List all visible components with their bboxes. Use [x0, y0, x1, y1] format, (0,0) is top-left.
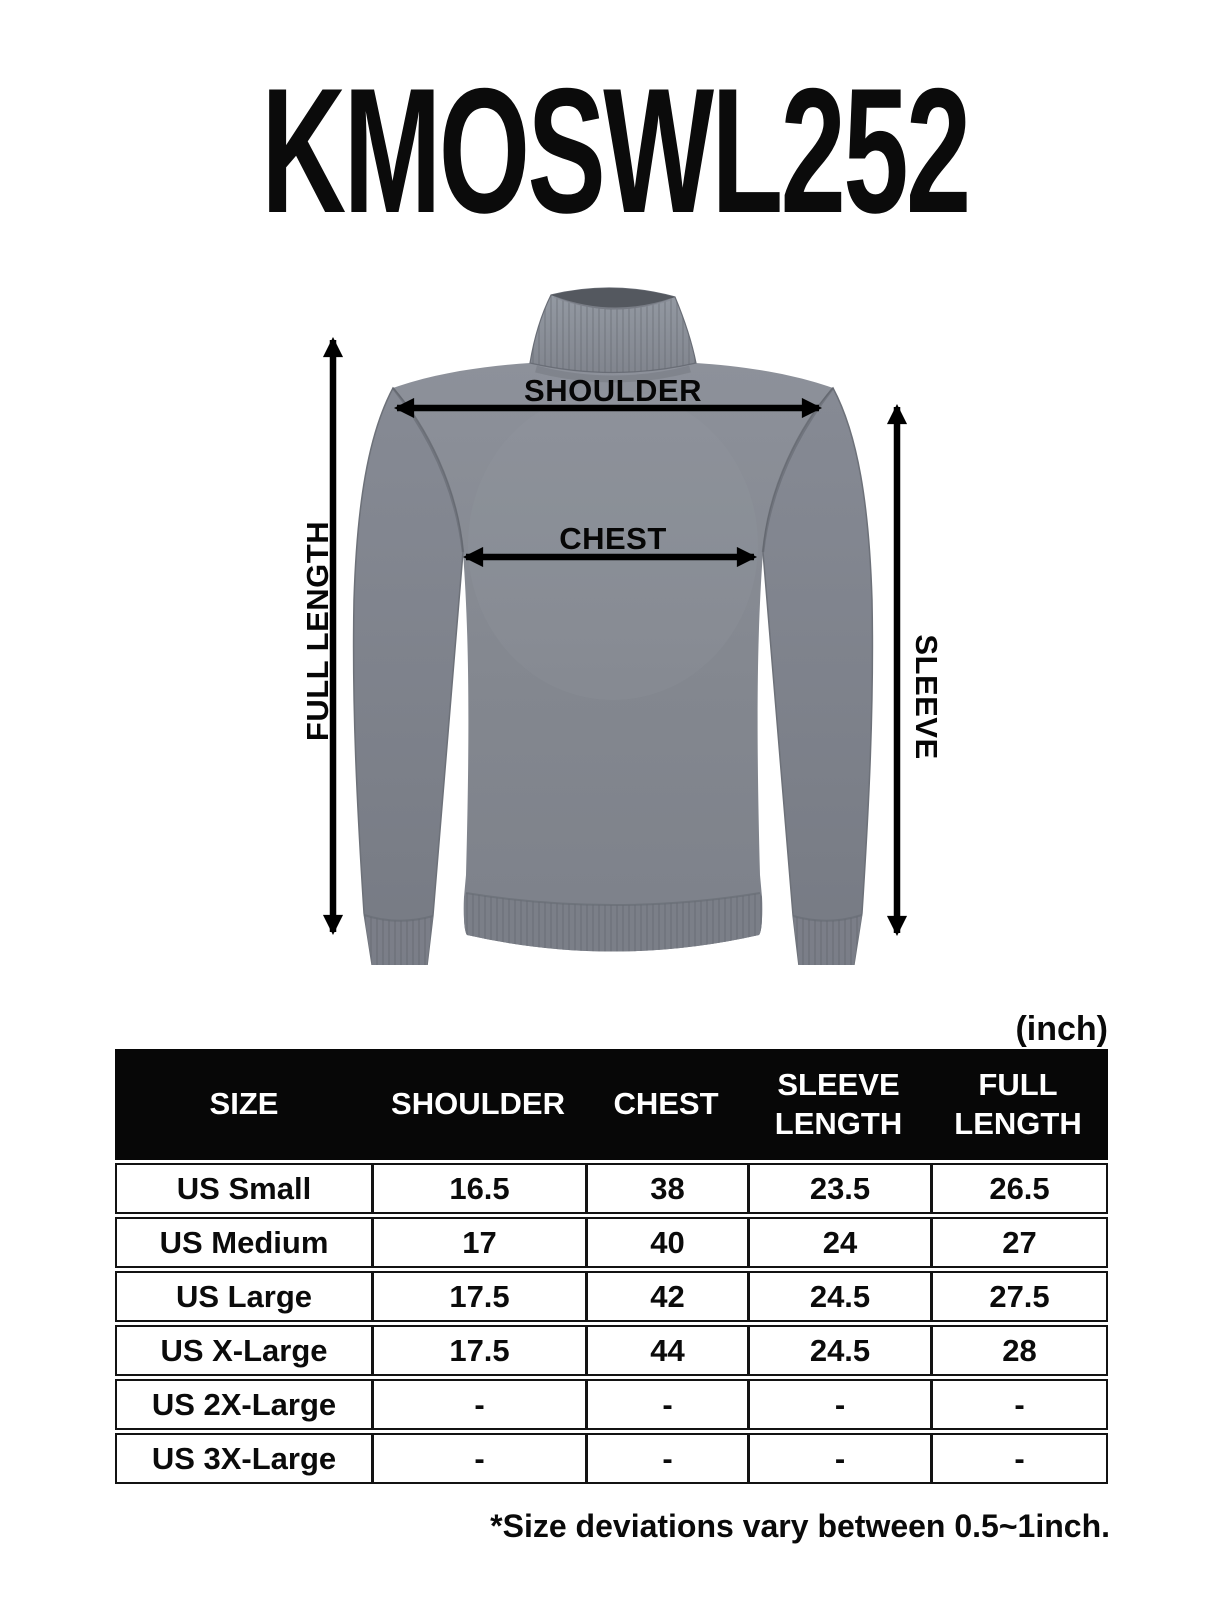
table-row-us-medium: US Medium 17 40 24 27: [115, 1217, 1108, 1268]
sleeve-label: SLEEVE: [909, 634, 944, 759]
header-cell-sleeve-length: SLEEVE LENGTH: [774, 1066, 903, 1141]
full-length-label: FULL LENGTH: [300, 521, 335, 741]
size-deviation-footnote: *Size deviations vary between 0.5~1inch.: [490, 1508, 1110, 1544]
collar-shadow: [535, 365, 691, 383]
header-cell-size: SIZE: [209, 1086, 279, 1122]
cell-sleeve-length: 24: [747, 1219, 930, 1266]
cell-size: US Large: [175, 1278, 313, 1314]
cell-full-length: 27: [930, 1219, 1106, 1266]
header-cell-shoulder: SHOULDER: [391, 1086, 565, 1122]
cell-full-length: -: [930, 1381, 1106, 1428]
hem-top-edge: [465, 892, 761, 906]
cell-sleeve-length: 23.5: [747, 1165, 930, 1212]
cell-size: US X-Large: [160, 1332, 328, 1368]
cell-chest: 42: [585, 1273, 747, 1320]
cell-full-length: -: [930, 1435, 1106, 1482]
left-cuff-rib: [364, 915, 433, 965]
cell-sleeve-length: -: [747, 1435, 930, 1482]
page-title: KMOSWL252: [261, 51, 971, 250]
chest-highlight: [468, 390, 758, 700]
header-cell-chest: CHEST: [613, 1086, 719, 1122]
collar-rib-texture: [530, 287, 696, 373]
cell-chest: 40: [585, 1219, 747, 1266]
cell-chest: 44: [585, 1327, 747, 1374]
header-cell-full-length: FULL LENGTH: [954, 1066, 1082, 1141]
hem-rib-texture: [463, 893, 763, 952]
shoulder-label: SHOULDER: [524, 373, 702, 408]
cell-shoulder: 16.5: [371, 1165, 585, 1212]
cell-shoulder: 17.5: [371, 1327, 585, 1374]
cell-shoulder: -: [371, 1381, 585, 1428]
cell-sleeve-length: 24.5: [747, 1273, 930, 1320]
sweater-illustration: [352, 287, 874, 965]
cell-full-length: 26.5: [930, 1165, 1106, 1212]
cell-size: US Medium: [159, 1224, 329, 1260]
cell-shoulder: -: [371, 1435, 585, 1482]
measurement-overlay: FULL LENGTH SLEEVE SHOULDER CHEST: [300, 336, 944, 937]
right-cuff-rib: [793, 915, 862, 965]
table-row-us-x-large: US X-Large 17.5 44 24.5 28: [115, 1325, 1108, 1376]
cell-size: US 2X-Large: [151, 1386, 337, 1422]
neck-opening-rim: [553, 296, 673, 310]
table-row-us-small: US Small 16.5 38 23.5 26.5: [115, 1163, 1108, 1214]
cell-sleeve-length: 24.5: [747, 1327, 930, 1374]
cell-chest: 38: [585, 1165, 747, 1212]
size-table-header: SIZE SHOULDER CHEST SLEEVE LENGTH FULL L…: [115, 1049, 1108, 1160]
size-table: SIZE SHOULDER CHEST SLEEVE LENGTH FULL L…: [115, 1049, 1108, 1487]
sweater-body: [393, 363, 833, 952]
cell-size: US 3X-Large: [151, 1440, 337, 1476]
cell-chest: -: [585, 1435, 747, 1482]
cell-full-length: 27.5: [930, 1273, 1106, 1320]
cell-shoulder: 17.5: [371, 1273, 585, 1320]
cell-full-length: 28: [930, 1327, 1106, 1374]
chest-label: CHEST: [559, 521, 667, 556]
table-row-us-large: US Large 17.5 42 24.5 27.5: [115, 1271, 1108, 1322]
right-cuff-edge: [792, 914, 863, 922]
table-row-us-3x-large: US 3X-Large - - - -: [115, 1433, 1108, 1484]
cell-size: US Small: [176, 1170, 312, 1206]
cell-shoulder: 17: [371, 1219, 585, 1266]
unit-label: (inch): [1015, 1010, 1108, 1048]
cell-chest: -: [585, 1381, 747, 1428]
table-row-us-2x-large: US 2X-Large - - - -: [115, 1379, 1108, 1430]
cell-sleeve-length: -: [747, 1381, 930, 1428]
left-cuff-edge: [363, 914, 434, 922]
